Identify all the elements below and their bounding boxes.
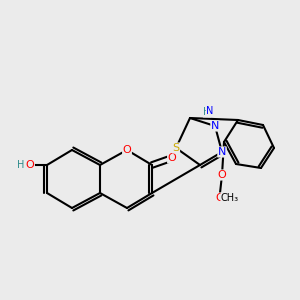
Text: O: O [218, 170, 226, 180]
Text: H: H [17, 160, 25, 170]
Text: O: O [123, 145, 131, 155]
Text: H: H [203, 107, 211, 117]
Text: N: N [211, 121, 219, 131]
Text: O: O [216, 193, 224, 203]
Text: S: S [172, 143, 180, 153]
Text: O: O [26, 160, 34, 170]
Text: N: N [218, 147, 226, 157]
Text: N: N [206, 106, 214, 116]
Text: O: O [168, 153, 176, 163]
Text: CH₃: CH₃ [221, 193, 239, 203]
